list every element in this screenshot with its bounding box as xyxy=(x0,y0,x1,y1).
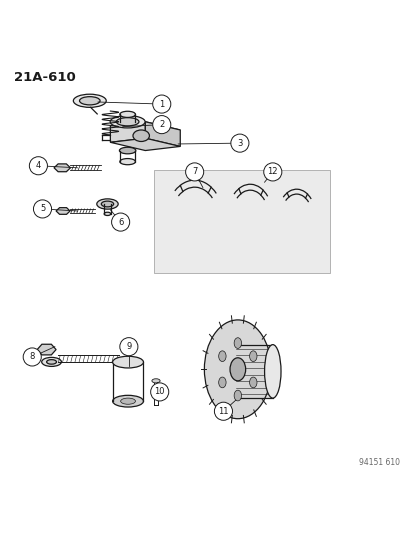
Text: 11: 11 xyxy=(218,407,228,416)
Polygon shape xyxy=(37,344,56,355)
Ellipse shape xyxy=(101,201,114,207)
Polygon shape xyxy=(110,122,145,142)
Ellipse shape xyxy=(119,158,135,165)
Circle shape xyxy=(119,337,138,356)
Ellipse shape xyxy=(42,358,61,366)
Ellipse shape xyxy=(218,377,225,388)
Text: 7: 7 xyxy=(192,167,197,176)
Circle shape xyxy=(230,134,248,152)
Bar xyxy=(237,345,272,398)
Ellipse shape xyxy=(264,345,280,398)
Circle shape xyxy=(263,163,281,181)
Polygon shape xyxy=(56,208,70,214)
Ellipse shape xyxy=(73,94,106,107)
Text: 4: 4 xyxy=(36,161,41,170)
Ellipse shape xyxy=(112,356,143,368)
Ellipse shape xyxy=(234,390,241,401)
Ellipse shape xyxy=(112,395,143,407)
Ellipse shape xyxy=(249,351,256,361)
Ellipse shape xyxy=(110,116,145,128)
Polygon shape xyxy=(145,122,180,147)
Ellipse shape xyxy=(120,398,135,404)
Ellipse shape xyxy=(116,118,139,126)
Ellipse shape xyxy=(119,147,135,154)
Text: 5: 5 xyxy=(40,205,45,213)
Ellipse shape xyxy=(249,377,256,388)
Text: 2: 2 xyxy=(159,120,164,129)
Ellipse shape xyxy=(119,111,135,117)
Ellipse shape xyxy=(230,358,245,381)
Circle shape xyxy=(185,163,203,181)
Circle shape xyxy=(29,157,47,175)
Text: 94151 610: 94151 610 xyxy=(358,458,399,467)
Text: 3: 3 xyxy=(237,139,242,148)
Polygon shape xyxy=(110,138,180,150)
Text: 9: 9 xyxy=(126,342,131,351)
Text: 21A-610: 21A-610 xyxy=(14,71,75,84)
Ellipse shape xyxy=(79,96,100,105)
Circle shape xyxy=(152,95,171,113)
Ellipse shape xyxy=(104,212,111,215)
Ellipse shape xyxy=(152,379,160,383)
Circle shape xyxy=(112,213,129,231)
Polygon shape xyxy=(54,164,70,172)
Bar xyxy=(153,170,330,273)
Polygon shape xyxy=(110,122,180,134)
Text: 6: 6 xyxy=(118,217,123,227)
Circle shape xyxy=(23,348,41,366)
Ellipse shape xyxy=(47,360,56,364)
Ellipse shape xyxy=(133,130,149,141)
Text: 10: 10 xyxy=(154,387,164,397)
Ellipse shape xyxy=(97,199,118,209)
Circle shape xyxy=(150,383,169,401)
Text: 12: 12 xyxy=(267,167,278,176)
Ellipse shape xyxy=(204,320,271,419)
Circle shape xyxy=(214,402,232,421)
Circle shape xyxy=(33,200,52,218)
Circle shape xyxy=(152,116,171,134)
Ellipse shape xyxy=(234,338,241,349)
Ellipse shape xyxy=(218,351,225,361)
Text: 8: 8 xyxy=(29,352,35,361)
Text: 1: 1 xyxy=(159,100,164,109)
